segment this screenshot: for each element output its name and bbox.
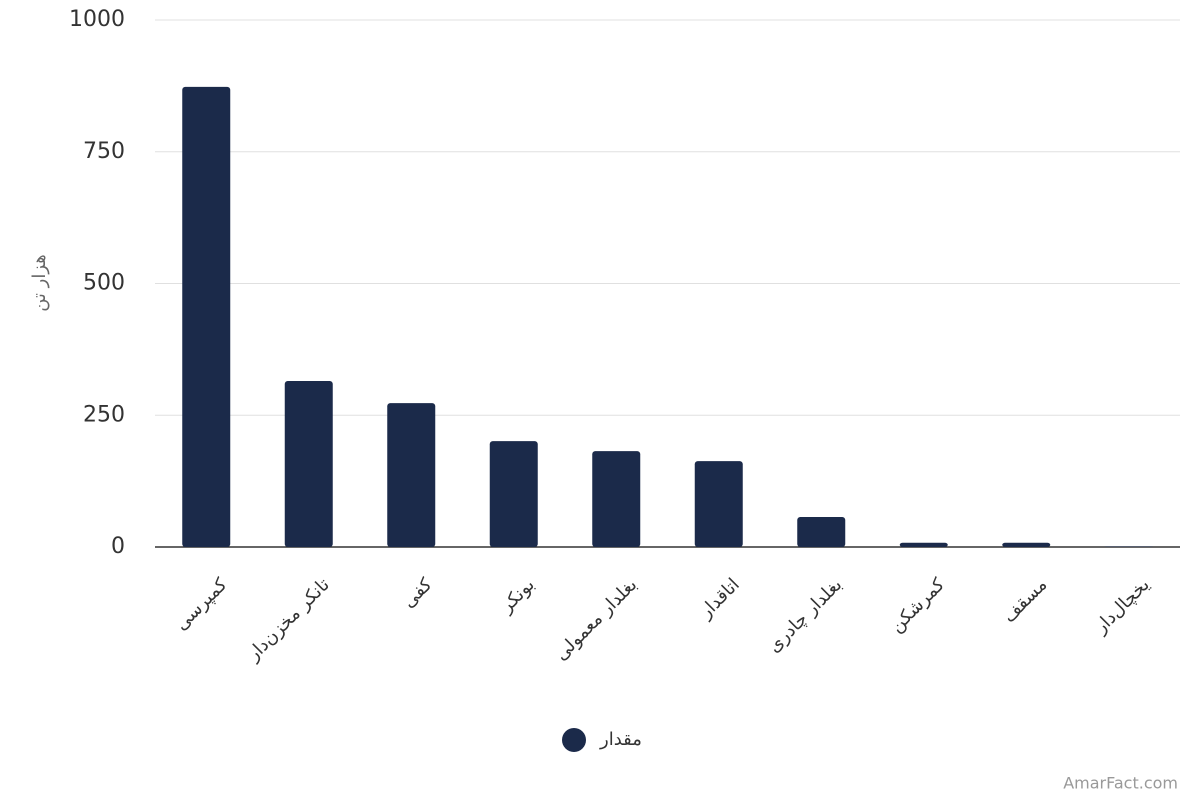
x-tick-label: کمرشکن [886,574,949,637]
bar [1002,542,1051,547]
y-tick-label: 1000 [69,7,125,32]
x-tick-label: بغلدار معمولی [551,574,642,665]
x-tick-label: بونکر [496,574,539,617]
y-axis-label: هزار تن [29,254,50,312]
bar [489,441,538,547]
bar [1104,546,1153,547]
bar [694,461,743,547]
bar [387,403,436,547]
x-tick-label: تانکر مخزن‌دار [242,574,333,665]
bar [284,380,333,547]
x-tick-label: مسقف [999,574,1052,627]
x-tick-label: بغلدار چادری [764,574,847,657]
y-tick-label: 750 [83,139,125,164]
y-tick-label: 0 [111,534,125,559]
y-tick-label: 250 [83,402,125,427]
bar [797,516,846,547]
x-tick-label: کمپرسی [171,574,232,635]
bar [182,86,231,547]
x-tick-label: اتاقدار [695,574,744,623]
x-tick-label: یخچال‌دار [1090,574,1154,638]
legend-marker [562,728,586,752]
bar [899,542,948,547]
watermark: AmarFact.com [1063,774,1178,793]
bar [592,451,641,547]
y-tick-label: 500 [83,271,125,296]
legend-label: مقدار [599,729,642,750]
x-tick-label: کفی [398,574,436,612]
